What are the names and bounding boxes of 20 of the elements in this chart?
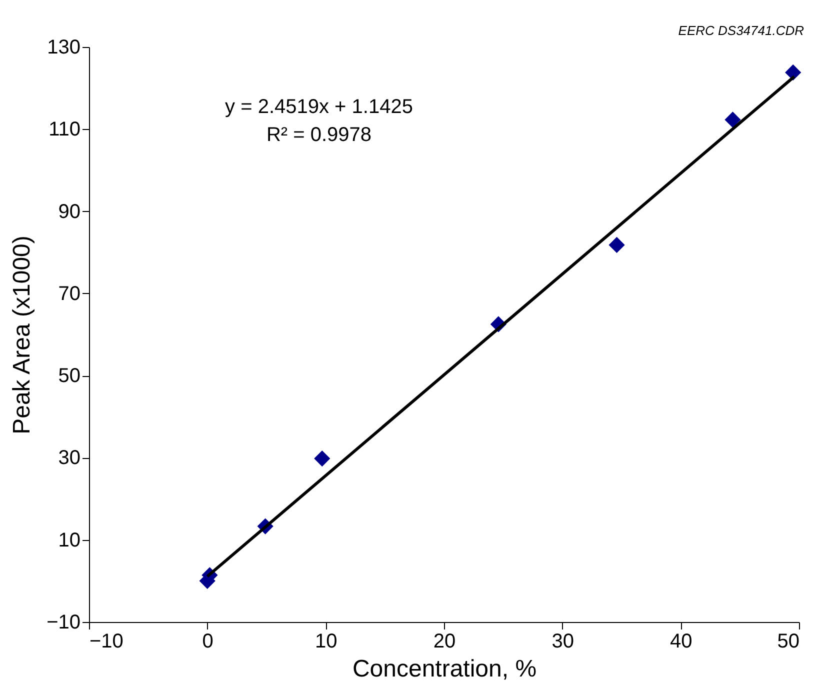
text: EERC DS34741.CDR	[678, 23, 804, 38]
y-tick-label: 30	[58, 447, 80, 470]
x-tick-label: 30	[552, 630, 574, 652]
x-tick-label: 20	[433, 630, 456, 652]
x-axis-title: Concentration, %	[352, 656, 537, 682]
y-tick-label: 50	[58, 365, 80, 388]
x-tick-label: −10	[90, 630, 124, 652]
y-tick-label: 10	[58, 529, 80, 552]
y-axis-title: Peak Area (x1000)	[8, 236, 36, 434]
y-tick-label: −10	[46, 612, 80, 634]
y-tick-label: 110	[48, 118, 80, 141]
annotation: R² = 0.9978	[266, 124, 372, 146]
x-tick-label: 40	[670, 630, 692, 652]
y-tick-label: 90	[58, 200, 80, 223]
x-tick-label: 50	[777, 630, 800, 652]
x-tick-label: 0	[202, 630, 214, 652]
x-tick-label: 10	[315, 630, 338, 652]
y-tick-label: 70	[58, 282, 80, 305]
annotation: y = 2.4519x + 1.1425	[225, 96, 413, 118]
y-tick-label: 130	[47, 36, 80, 58]
